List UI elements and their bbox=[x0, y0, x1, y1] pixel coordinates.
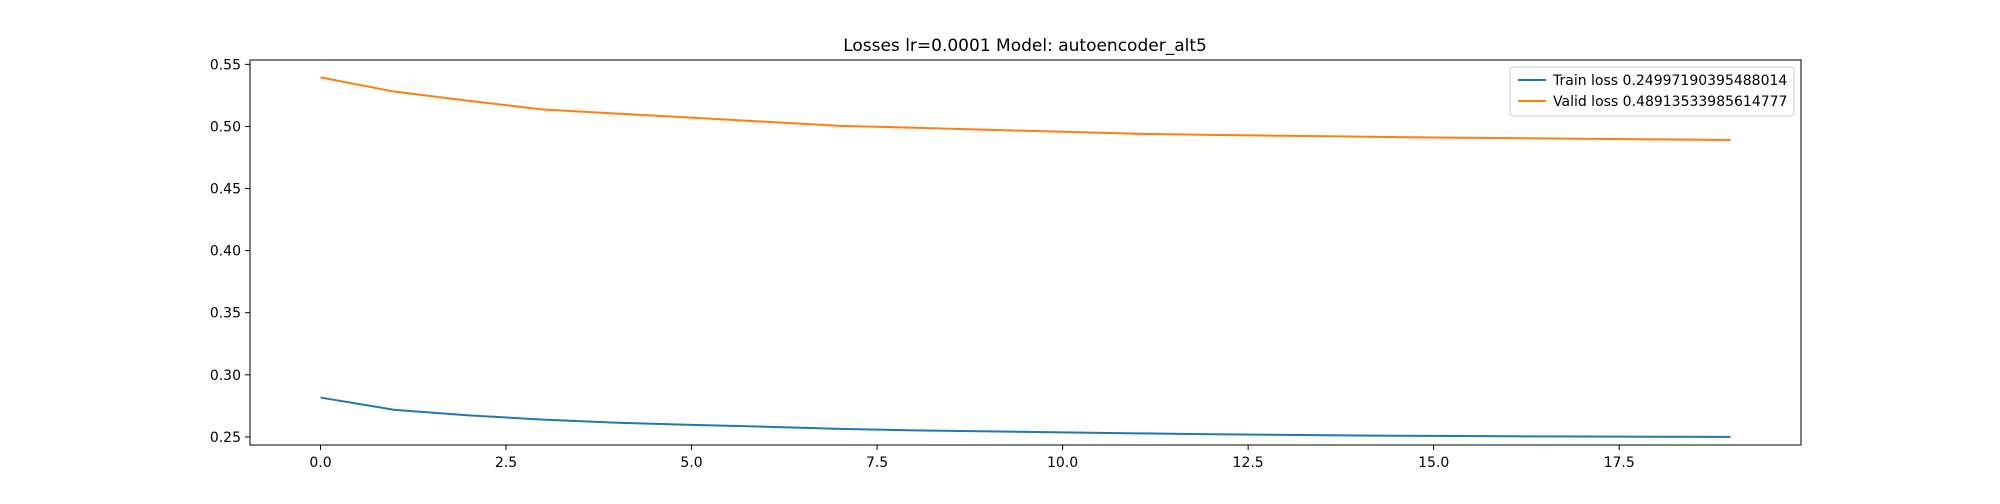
legend-label-0: Train loss 0.24997190395488014 bbox=[1552, 73, 1787, 89]
x-tick-label: 15.0 bbox=[1418, 455, 1449, 471]
x-tick-label: 10.0 bbox=[1047, 455, 1078, 471]
legend-box bbox=[1509, 66, 1795, 117]
x-tick-label: 5.0 bbox=[680, 455, 702, 471]
plot-frame bbox=[249, 59, 1802, 446]
legend: Train loss 0.24997190395488014 Valid loss… bbox=[1509, 66, 1795, 117]
y-tick-label: 0.25 bbox=[210, 430, 241, 446]
y-axis: 0.25 0.30 0.35 0.40 0.45 0.50 0.55 bbox=[210, 57, 250, 446]
x-tick-label: 2.5 bbox=[495, 455, 517, 471]
x-tick-label: 12.5 bbox=[1233, 455, 1264, 471]
series-line-1 bbox=[320, 76, 1731, 141]
chart-title: Losses lr=0.0001 Model: autoencoder_alt5 bbox=[843, 36, 1207, 56]
y-tick-label: 0.55 bbox=[210, 57, 241, 73]
y-tick-label: 0.45 bbox=[210, 182, 241, 198]
series-layer bbox=[320, 76, 1731, 438]
y-tick-label: 0.40 bbox=[210, 244, 241, 260]
y-tick-label: 0.50 bbox=[210, 119, 241, 135]
y-tick-label: 0.35 bbox=[210, 306, 241, 322]
x-tick-label: 7.5 bbox=[866, 455, 888, 471]
x-axis: 0.0 2.5 5.0 7.5 10.0 12.5 15.0 17.5 bbox=[309, 445, 1635, 471]
x-tick-label: 0.0 bbox=[309, 455, 331, 471]
legend-label-1: Valid loss 0.48913533985614777 bbox=[1553, 94, 1787, 110]
x-tick-label: 17.5 bbox=[1604, 455, 1635, 471]
y-tick-label: 0.30 bbox=[210, 368, 241, 384]
plot-area bbox=[249, 59, 1802, 446]
series-line-0 bbox=[320, 396, 1731, 438]
